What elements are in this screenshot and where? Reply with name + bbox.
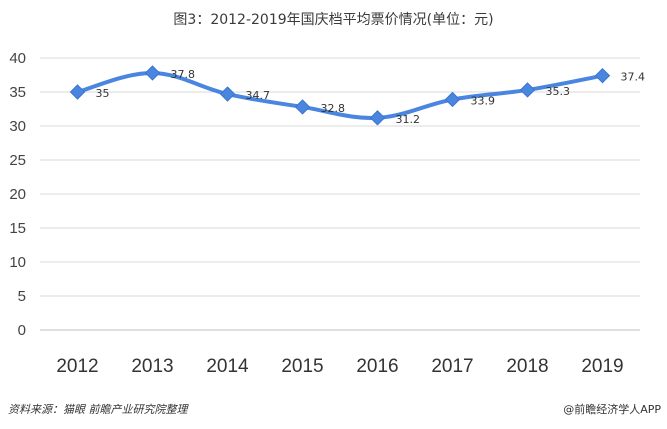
data-points bbox=[69, 65, 611, 126]
x-tick-label: 2013 bbox=[131, 356, 173, 377]
x-tick-label: 2017 bbox=[431, 356, 473, 377]
x-tick-label: 2015 bbox=[281, 356, 323, 377]
brand-credit: @前瞻经济学人APP bbox=[563, 403, 661, 416]
x-tick-label: 2019 bbox=[581, 356, 623, 377]
data-label-2019: 37.4 bbox=[621, 71, 646, 84]
series-line bbox=[75, 70, 605, 120]
data-label-2014: 34.7 bbox=[246, 89, 271, 102]
y-tick-label: 30 bbox=[9, 118, 26, 135]
source-note: 资料来源：猫眼 前瞻产业研究院整理 bbox=[8, 403, 188, 416]
data-label-2016: 31.2 bbox=[396, 113, 421, 126]
data-point-2013 bbox=[144, 65, 161, 81]
data-label-2018: 35.3 bbox=[546, 85, 571, 98]
y-tick-label: 25 bbox=[9, 152, 26, 169]
y-tick-label: 40 bbox=[9, 50, 26, 67]
chart-title: 图3：2012-2019年国庆档平均票价情况(单位：元) bbox=[173, 12, 494, 28]
gridlines bbox=[40, 57, 640, 331]
x-tick-label: 2016 bbox=[356, 356, 398, 377]
data-label-2012: 35 bbox=[96, 87, 110, 100]
data-point-2014 bbox=[219, 86, 236, 102]
data-labels: 35 37.8 34.7 32.8 31.2 33.9 35.3 37.4 bbox=[96, 68, 646, 126]
y-tick-label: 0 bbox=[18, 322, 26, 339]
data-label-2017: 33.9 bbox=[471, 94, 496, 107]
x-tick-label: 2012 bbox=[56, 356, 98, 377]
y-tick-label: 10 bbox=[9, 254, 26, 271]
y-tick-label: 5 bbox=[18, 288, 26, 305]
x-tick-label: 2018 bbox=[506, 356, 548, 377]
data-point-2019 bbox=[594, 67, 611, 84]
data-label-2013: 37.8 bbox=[171, 68, 196, 81]
y-tick-label: 35 bbox=[9, 84, 26, 101]
data-point-2015 bbox=[294, 99, 311, 115]
y-tick-label: 15 bbox=[9, 220, 26, 237]
data-point-2017 bbox=[444, 91, 461, 108]
data-point-2016 bbox=[369, 110, 386, 126]
data-label-2015: 32.8 bbox=[321, 102, 346, 115]
data-point-2012 bbox=[69, 84, 86, 100]
series-line-group bbox=[75, 70, 605, 120]
x-tick-label: 2014 bbox=[206, 356, 249, 377]
x-axis-ticks: 2012 2013 2014 2015 2016 2017 2018 2019 bbox=[56, 356, 623, 377]
y-axis-ticks: 0 5 10 15 20 25 30 35 40 bbox=[9, 50, 26, 339]
y-tick-label: 20 bbox=[9, 186, 26, 203]
data-point-2018 bbox=[519, 82, 536, 98]
